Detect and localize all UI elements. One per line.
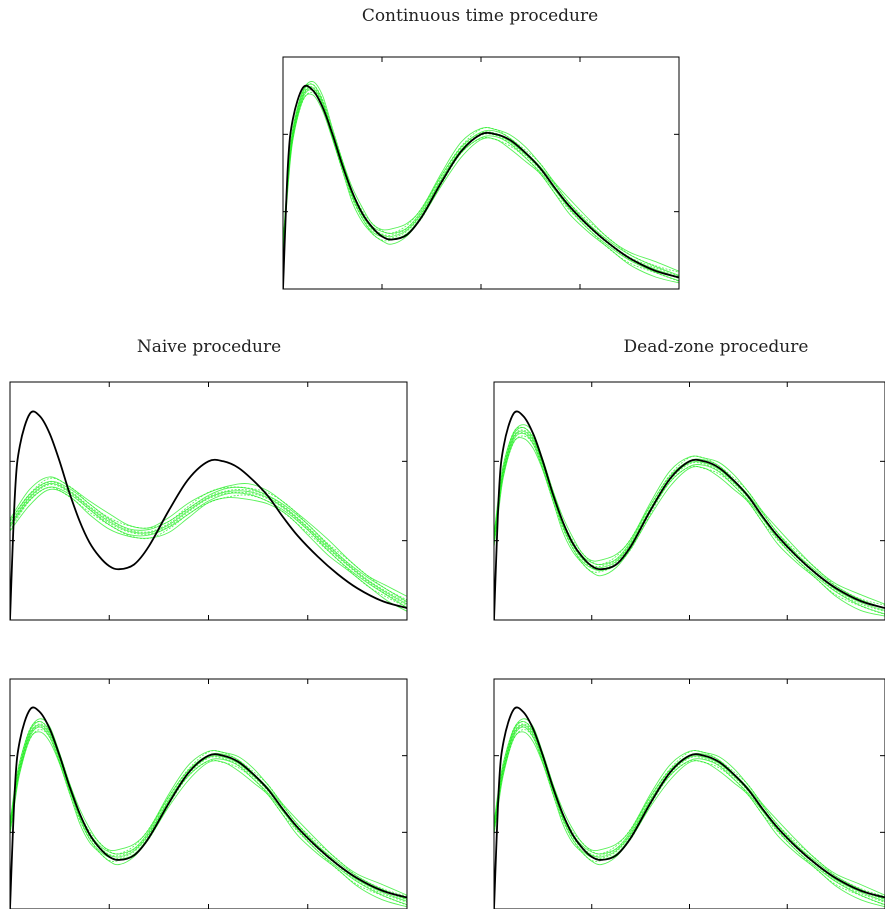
chart-title-naive: Naive procedure — [136, 337, 282, 357]
estimate-line — [494, 424, 885, 605]
estimate-line — [283, 86, 679, 277]
estimate-line — [10, 484, 407, 606]
plot-area — [10, 410, 407, 620]
chart-panel-2 — [493, 381, 885, 621]
estimate-line — [283, 81, 679, 272]
estimate-line — [10, 486, 407, 608]
chart-title-continuous: Continuous time procedure — [361, 6, 599, 26]
estimate-line — [494, 432, 885, 612]
estimate-line — [10, 480, 407, 603]
estimate-line — [10, 486, 407, 608]
chart-title-deadzone: Dead-zone procedure — [623, 337, 809, 357]
plot-area — [494, 410, 885, 620]
estimate-line — [10, 482, 407, 605]
chart-panel-3 — [9, 678, 408, 909]
estimate-line — [10, 476, 407, 597]
true-curve-line — [494, 706, 885, 909]
estimate-line — [10, 488, 407, 612]
true-curve-line — [10, 410, 407, 620]
estimate-line — [283, 83, 679, 276]
estimate-line — [494, 726, 885, 903]
estimate-line — [494, 721, 885, 897]
true-curve-line — [494, 410, 885, 620]
chart-panel-1 — [9, 381, 408, 621]
estimate-line — [10, 723, 407, 901]
estimate-line — [283, 83, 679, 273]
true-curve-line — [10, 706, 407, 909]
estimate-line — [283, 88, 679, 279]
chart-panel-0 — [282, 56, 680, 290]
plot-area — [494, 706, 885, 909]
estimate-line — [494, 426, 885, 606]
estimate-line — [494, 437, 885, 617]
estimate-line — [10, 726, 407, 903]
estimate-line — [494, 427, 885, 609]
plot-area — [283, 81, 679, 289]
true-curve-line — [283, 84, 679, 289]
estimate-line — [10, 481, 407, 603]
chart-panel-4 — [493, 678, 885, 909]
plot-area — [10, 706, 407, 909]
estimate-line — [494, 429, 885, 610]
estimate-line — [494, 723, 885, 901]
